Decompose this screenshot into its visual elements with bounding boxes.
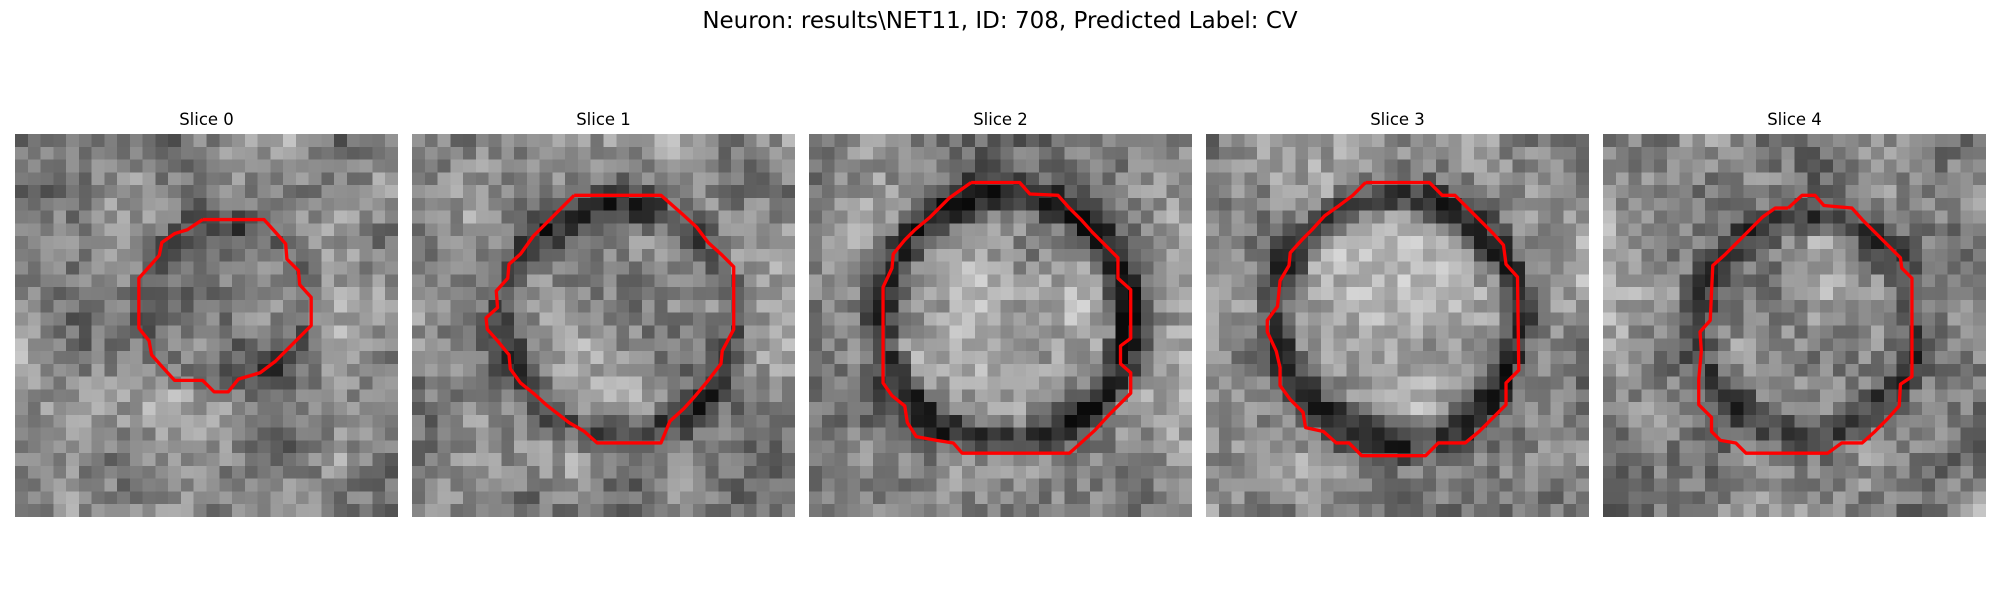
slice-panel-3: Slice 3 (1206, 108, 1589, 517)
slice-image-4 (1603, 134, 1986, 517)
figure-title: Neuron: results\NET11, ID: 708, Predicte… (702, 8, 1298, 34)
roi-contour-4 (1697, 193, 1914, 455)
roi-contour-3 (1265, 180, 1521, 458)
roi-contour-0 (137, 217, 313, 394)
slice-image-2 (809, 134, 1192, 517)
slice-panel-4: Slice 4 (1603, 108, 1986, 517)
slice-image-1 (412, 134, 795, 517)
slice-title-4: Slice 4 (1767, 110, 1822, 129)
slice-title-3: Slice 3 (1370, 110, 1425, 129)
roi-contour-2 (881, 180, 1133, 455)
roi-contour-1 (484, 193, 736, 445)
slice-title-1: Slice 1 (576, 110, 631, 129)
slice-title-0: Slice 0 (179, 110, 234, 129)
slice-image-0 (15, 134, 398, 517)
slice-image-3 (1206, 134, 1589, 517)
slice-panel-0: Slice 0 (15, 108, 398, 517)
slice-title-2: Slice 2 (973, 110, 1028, 129)
slice-panel-1: Slice 1 (412, 108, 795, 517)
slice-panel-2: Slice 2 (809, 108, 1192, 517)
